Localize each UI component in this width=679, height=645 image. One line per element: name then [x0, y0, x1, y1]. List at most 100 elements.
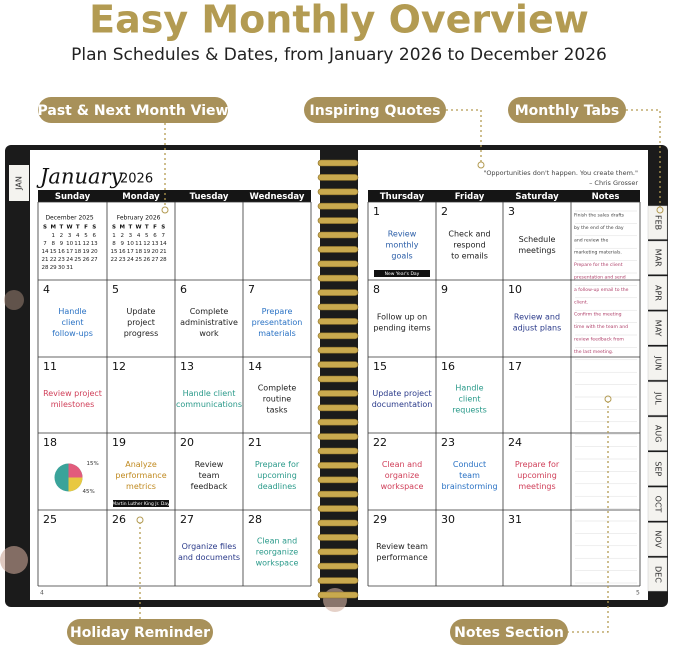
cell-note: Review team: [376, 542, 428, 551]
cell-note: communications: [176, 400, 242, 409]
mini-date: 26: [143, 257, 150, 263]
cell-note: meetings: [518, 246, 555, 255]
day-number: 8: [373, 283, 380, 296]
cell-note: Handle: [455, 384, 483, 393]
mini-date: 25: [135, 257, 142, 263]
month-tab-label: NOV: [654, 530, 663, 548]
month-tab: [647, 522, 668, 557]
spiral-ring: [317, 476, 359, 484]
spiral-ring: [317, 318, 359, 325]
spiral-ring: [317, 246, 359, 253]
day-number: 12: [112, 360, 126, 373]
cell-note: client: [62, 318, 84, 327]
leader-line: [446, 109, 482, 162]
month-tab-label: SEP: [654, 461, 663, 476]
cell-note: Complete: [190, 307, 229, 316]
day-number: 22: [373, 436, 387, 449]
mini-date: 25: [74, 257, 81, 263]
mini-weekday: T: [129, 225, 133, 231]
holiday-tag: [113, 500, 169, 507]
spiral-ring: [317, 231, 359, 239]
cell-note: presentation: [252, 318, 303, 327]
cell-note: Review project: [43, 389, 102, 398]
mini-date: 13: [91, 241, 98, 247]
flower: [0, 546, 28, 574]
weekday-bar: [38, 190, 311, 202]
month-tab-label: FEB: [654, 215, 663, 230]
mini-weekday: S: [92, 225, 96, 231]
mini-date: 18: [135, 249, 142, 255]
day-number: 3: [508, 205, 515, 218]
mini-date: 28: [160, 257, 167, 263]
cell-note: upcoming: [517, 471, 557, 480]
mini-date: 26: [83, 257, 90, 263]
day-number: 2: [441, 205, 448, 218]
day-number: 29: [373, 513, 387, 526]
month-tab-label: JUL: [654, 391, 663, 405]
mini-date: 14: [160, 241, 167, 247]
year: 2026: [120, 172, 153, 187]
cell-note: Analyze: [125, 460, 157, 469]
mini-date: 2: [120, 233, 124, 239]
day-number: 31: [508, 513, 522, 526]
cell-note: Check and: [448, 230, 490, 239]
leader-dot: [161, 206, 169, 214]
mini-date: 9: [120, 241, 124, 247]
weekday-label: Saturday: [515, 192, 559, 202]
cell-note: performance: [115, 471, 166, 480]
callout-label: Holiday Reminder: [70, 625, 210, 641]
mini-date: 1: [112, 233, 116, 239]
subtitle: Plan Schedules & Dates, from January 202…: [71, 45, 607, 65]
cell-note: metrics: [126, 482, 156, 491]
mini-date: 4: [76, 233, 80, 239]
spiral-ring: [317, 217, 359, 224]
planner-content: JAN FEB MAR APR MAY JUN JUL AUG SEP OCT NOV DEC Janu…: [9, 165, 668, 597]
mini-date: 1: [51, 233, 55, 239]
cell-note: upcoming: [257, 471, 297, 480]
cell-note: materials: [258, 329, 296, 338]
cell-note: Update project: [372, 389, 431, 398]
spiral-ring: [317, 202, 359, 210]
spiral-ring: [317, 188, 359, 196]
mini-date: 15: [50, 249, 57, 255]
day-number: 21: [248, 436, 262, 449]
mini-date: 29: [50, 265, 57, 271]
callout-label: Past & Next Month View: [38, 103, 229, 119]
mini-date: 10: [66, 241, 73, 247]
notes-line: the last meeting.: [574, 349, 613, 355]
spiral-ring: [317, 404, 359, 412]
mini-weekday: S: [161, 225, 165, 231]
month-tab: [647, 452, 668, 486]
cell-note: Clean and: [257, 537, 297, 546]
mini-date: 31: [66, 265, 73, 271]
day-number: 10: [508, 283, 522, 296]
mini-date: 21: [160, 249, 167, 255]
cell-note: performance: [376, 553, 427, 562]
month-tab-label: OCT: [654, 496, 663, 513]
cell-note: workspace: [256, 559, 299, 568]
leader-dot: [477, 161, 485, 169]
month-tab-label: MAY: [654, 320, 663, 337]
cell-note: adjust plans: [513, 324, 562, 333]
month-tab: [647, 557, 668, 592]
mini-date: 17: [66, 249, 73, 255]
mini-date: 11: [74, 241, 81, 247]
mini-date: 16: [58, 249, 65, 255]
cell-note: workspace: [381, 482, 424, 491]
mini-date: 4: [137, 233, 141, 239]
mini-date: 22: [111, 257, 118, 263]
day-number: 11: [43, 360, 57, 373]
mini-date: 22: [50, 257, 57, 263]
spiral-ring: [317, 577, 359, 584]
mini-weekday: W: [67, 225, 73, 231]
holiday-tag: [374, 270, 430, 277]
weekday-label: Monday: [122, 192, 160, 202]
month-tab-label: DEC: [654, 566, 663, 583]
month-tab: [647, 346, 668, 381]
callout-pill: [67, 619, 213, 645]
callout-pill: [450, 619, 568, 645]
day-number: 4: [43, 283, 50, 296]
pie-label: 15%: [87, 461, 99, 467]
mini-weekday: T: [76, 225, 80, 231]
